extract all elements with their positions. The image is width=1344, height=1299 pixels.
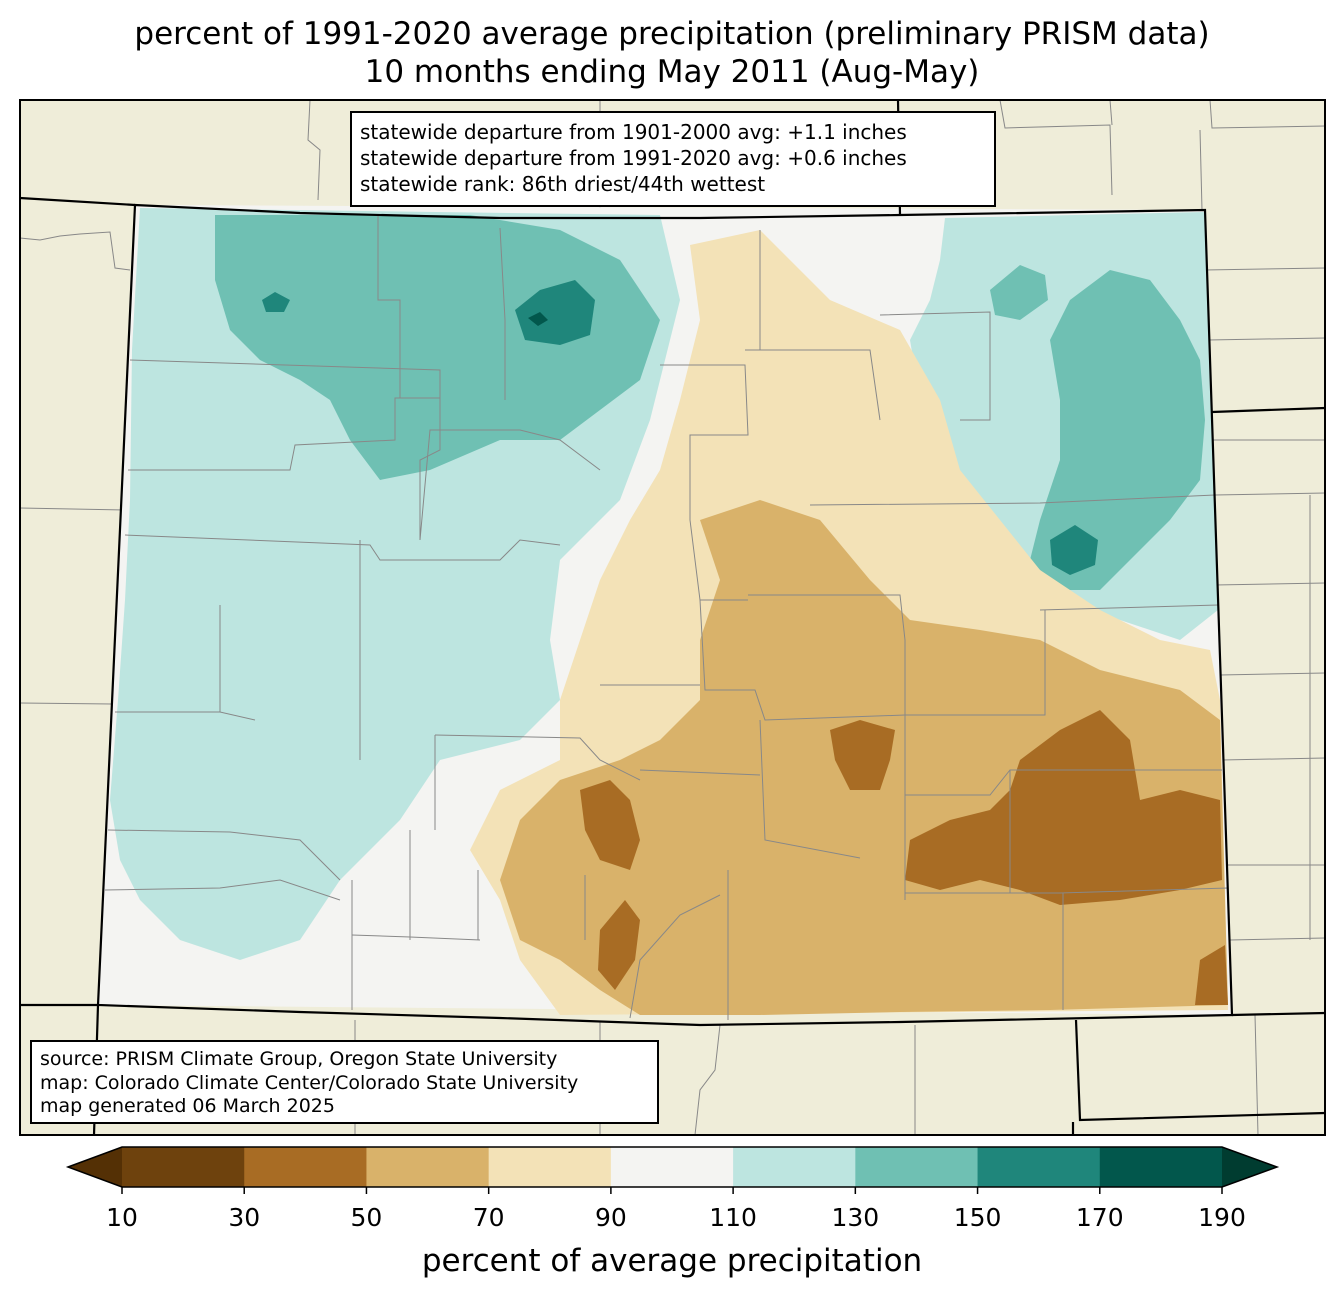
colorbar-bin	[122, 1147, 245, 1187]
source-box: source: PRISM Climate Group, Oregon Stat…	[30, 1040, 659, 1124]
colorbar-bin	[733, 1147, 856, 1187]
stats-line-3: statewide rank: 86th driest/44th wettest	[360, 172, 766, 196]
colorbar-bin	[366, 1147, 490, 1187]
colorbar-tick-label: 70	[472, 1203, 505, 1232]
colorbar-tick-label: 170	[1075, 1203, 1124, 1232]
colorbar-tick-label: 50	[350, 1203, 383, 1232]
colorbar-label: percent of average precipitation	[421, 1243, 923, 1279]
colorbar-tick-label: 130	[831, 1203, 880, 1232]
colorbar	[65, 1146, 1280, 1194]
colorbar-tick-label: 190	[1198, 1203, 1246, 1232]
colorbar-bin	[855, 1147, 979, 1187]
colorbar-bin	[488, 1147, 612, 1187]
dry-regions	[470, 230, 1228, 1015]
region-30-50-south	[598, 900, 640, 990]
region-30-50-se	[905, 710, 1222, 905]
stats-line-1: statewide departure from 1901-2000 avg: …	[360, 120, 907, 144]
colorbar-tick-label: 90	[594, 1203, 627, 1232]
colorado-county-lines	[104, 215, 1229, 1020]
map-frame	[19, 99, 1326, 1136]
map-title-line-1: percent of 1991-2020 average precipitati…	[134, 16, 1210, 52]
statewide-stats-box: statewide departure from 1901-2000 avg: …	[350, 111, 996, 207]
colorbar-bin	[1099, 1147, 1223, 1187]
colorbar-bin	[610, 1147, 734, 1187]
stats-line-2: statewide departure from 1991-2020 avg: …	[360, 146, 907, 170]
region-130-150-east	[1030, 270, 1205, 590]
source-line-1: source: PRISM Climate Group, Oregon Stat…	[40, 1048, 558, 1070]
region-130-150-ne	[990, 265, 1048, 320]
colorbar-bin	[244, 1147, 367, 1187]
colorbar-bin	[977, 1147, 1101, 1187]
region-130-150-north	[215, 215, 660, 480]
colorbar-under-arrow	[68, 1147, 122, 1187]
region-30-50-sw	[580, 780, 640, 870]
colorbar-tick-label: 110	[709, 1203, 757, 1232]
colorbar-tick-label: 10	[106, 1203, 138, 1232]
wet-regions	[110, 208, 1218, 960]
region-30-50-se-corner	[1195, 945, 1228, 1005]
colorbar-over-arrow	[1222, 1147, 1277, 1187]
map-title-line-2: 10 months ending May 2011 (Aug-May)	[364, 54, 980, 90]
colorbar-tick-label: 30	[228, 1203, 261, 1232]
source-line-3: map generated 06 March 2025	[40, 1095, 335, 1117]
region-30-50-central	[830, 720, 895, 790]
region-150-170-north	[515, 280, 595, 345]
region-170-north	[528, 312, 548, 326]
source-line-2: map: Colorado Climate Center/Colorado St…	[40, 1071, 579, 1094]
colorbar-tick-label: 150	[953, 1203, 1002, 1232]
region-150-170-east	[1050, 525, 1098, 575]
region-150-170-small	[262, 292, 290, 312]
